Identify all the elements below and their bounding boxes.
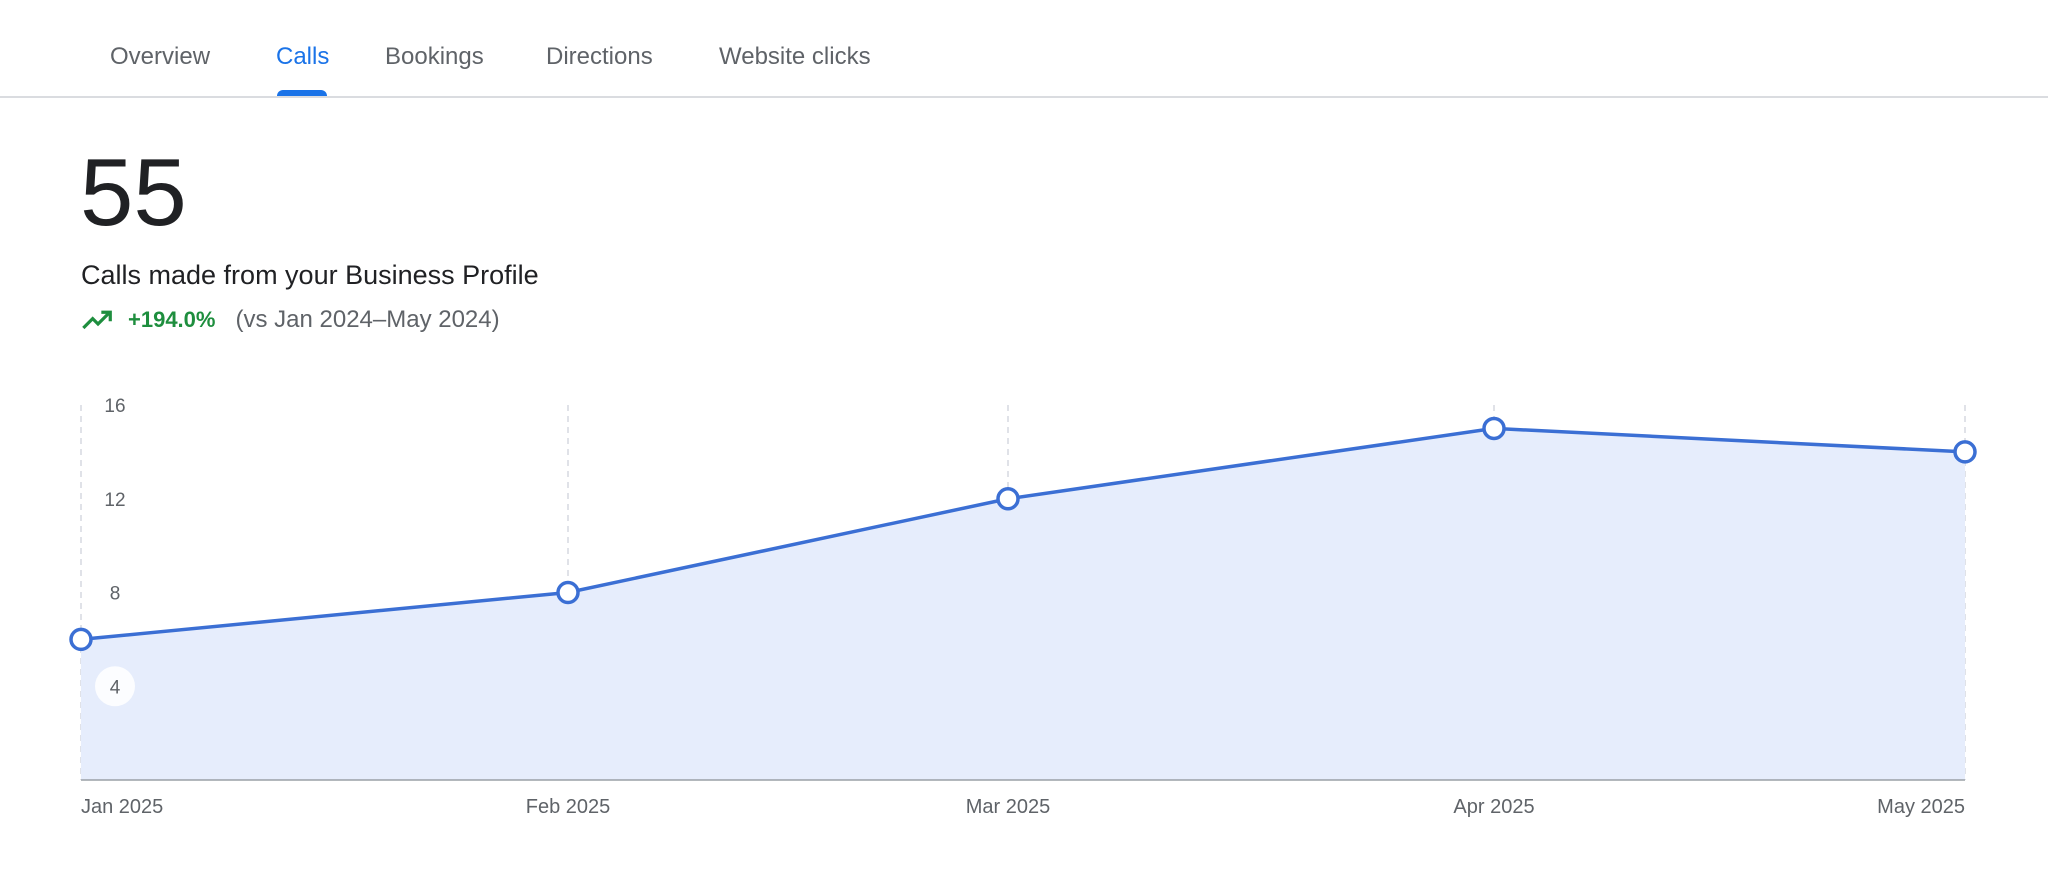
- calls-area-chart: 4 8 12 16 Jan 2025 Feb 2025 Mar 2025 Apr 2025 M…: [69, 396, 1977, 818]
- tick-label-backdrop: [95, 666, 135, 707]
- data-point[interactable]: [556, 580, 580, 605]
- change-percent: +194.0%: [128, 307, 216, 332]
- tab-directions[interactable]: Directions: [546, 43, 653, 70]
- data-point[interactable]: [1953, 440, 1977, 464]
- total-calls-value: 55: [80, 139, 187, 246]
- y-tick-label: 16: [104, 396, 125, 417]
- tab-overview[interactable]: Overview: [110, 43, 211, 70]
- tab-calls[interactable]: Calls: [276, 43, 330, 70]
- x-tick-label: Apr 2025: [1453, 796, 1534, 818]
- x-tick-label: Feb 2025: [526, 796, 611, 818]
- data-point[interactable]: [69, 627, 93, 652]
- trending-up-icon: [82, 310, 112, 330]
- area-fill: [81, 428, 1965, 780]
- tab-bookings[interactable]: Bookings: [385, 43, 484, 70]
- y-tick-label: 4: [110, 677, 121, 698]
- metric-tabs: Overview Calls Bookings Directions Websi…: [0, 0, 2048, 98]
- x-tick-label: May 2025: [1877, 796, 1965, 818]
- x-tick-label: Mar 2025: [966, 796, 1051, 818]
- active-tab-indicator: [277, 90, 327, 96]
- data-point[interactable]: [1482, 416, 1506, 441]
- y-tick-label: 8: [110, 584, 121, 605]
- change-row: +194.0% (vs Jan 2024–May 2024): [82, 303, 500, 337]
- data-point[interactable]: [996, 487, 1020, 511]
- x-tick-label: Jan 2025: [81, 796, 163, 818]
- y-tick-label: 12: [104, 490, 125, 511]
- tab-website-clicks[interactable]: Website clicks: [719, 43, 871, 70]
- comparison-period: (vs Jan 2024–May 2024): [235, 306, 500, 333]
- metric-description: Calls made from your Business Profile: [81, 260, 539, 290]
